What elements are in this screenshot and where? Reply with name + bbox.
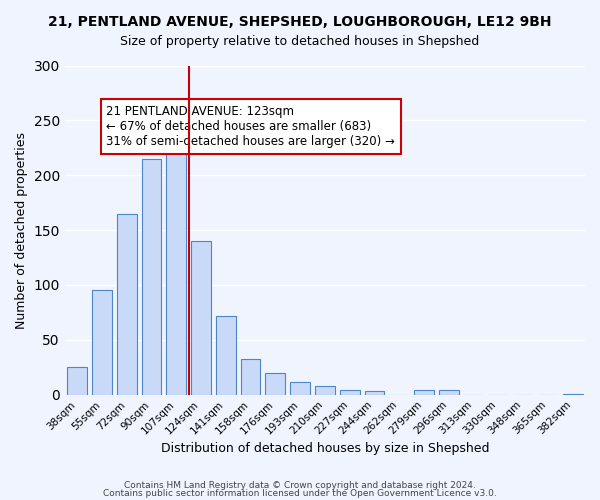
- Text: 21 PENTLAND AVENUE: 123sqm
← 67% of detached houses are smaller (683)
31% of sem: 21 PENTLAND AVENUE: 123sqm ← 67% of deta…: [106, 105, 395, 148]
- Bar: [67, 368, 87, 394]
- Text: Size of property relative to detached houses in Shepshed: Size of property relative to detached ho…: [121, 35, 479, 48]
- Bar: [241, 358, 260, 394]
- Bar: [191, 241, 211, 394]
- Bar: [315, 386, 335, 394]
- Bar: [365, 392, 385, 394]
- Text: Contains public sector information licensed under the Open Government Licence v3: Contains public sector information licen…: [103, 488, 497, 498]
- Bar: [166, 137, 186, 394]
- Bar: [117, 214, 137, 394]
- X-axis label: Distribution of detached houses by size in Shepshed: Distribution of detached houses by size …: [161, 442, 489, 455]
- Bar: [265, 373, 285, 394]
- Bar: [290, 382, 310, 394]
- Bar: [92, 290, 112, 395]
- Bar: [340, 390, 359, 394]
- Y-axis label: Number of detached properties: Number of detached properties: [15, 132, 28, 328]
- Text: 21, PENTLAND AVENUE, SHEPSHED, LOUGHBOROUGH, LE12 9BH: 21, PENTLAND AVENUE, SHEPSHED, LOUGHBORO…: [48, 15, 552, 29]
- Bar: [439, 390, 458, 394]
- Bar: [216, 316, 236, 394]
- Bar: [414, 390, 434, 394]
- Text: Contains HM Land Registry data © Crown copyright and database right 2024.: Contains HM Land Registry data © Crown c…: [124, 481, 476, 490]
- Bar: [142, 159, 161, 394]
